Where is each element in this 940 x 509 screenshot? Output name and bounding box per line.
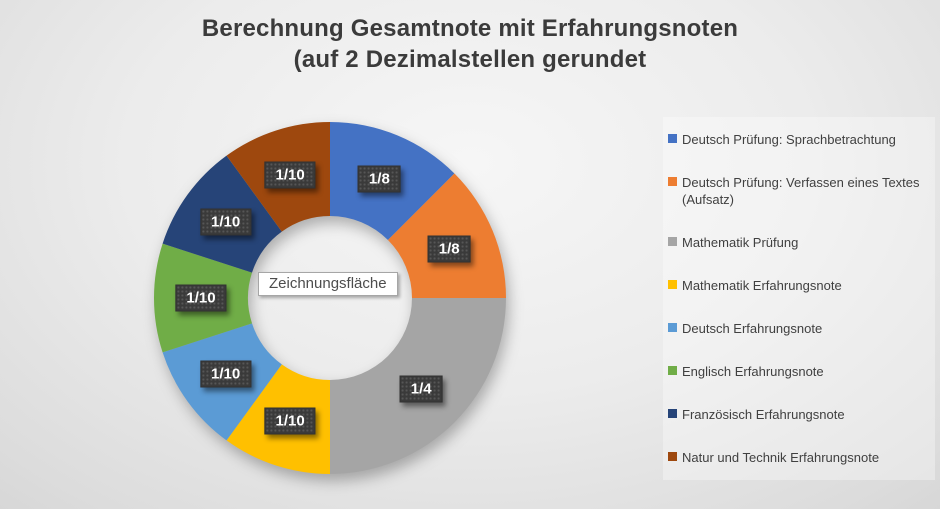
legend-item-label: Mathematik Prüfung: [682, 235, 799, 250]
legend-item-label: Deutsch Erfahrungsnote: [682, 321, 823, 336]
legend-item-label: Natur und Technik Erfahrungsnote: [682, 450, 880, 465]
data-label-8: 1/10: [264, 161, 316, 189]
legend-background: [663, 117, 935, 480]
data-label-2: 1/8: [427, 235, 471, 263]
legend-swatch-icon: [668, 237, 677, 246]
legend-item-label: Französisch Erfahrungsnote: [682, 407, 845, 422]
legend-item-6[interactable]: Englisch Erfahrungsnote: [668, 363, 934, 380]
legend-item-label: Mathematik Erfahrungsnote: [682, 278, 842, 293]
data-label-3: 1/4: [399, 375, 443, 403]
legend-item-8[interactable]: Natur und Technik Erfahrungsnote: [668, 449, 934, 466]
legend-item-7[interactable]: Französisch Erfahrungsnote: [668, 406, 934, 423]
chart-legend: Deutsch Prüfung: Sprachbetrachtung Deutsc…: [668, 118, 934, 479]
legend-item-5[interactable]: Deutsch Erfahrungsnote: [668, 320, 934, 337]
legend-swatch-icon: [668, 452, 677, 461]
legend-item-2[interactable]: Deutsch Prüfung: Verfassen eines Textes(…: [668, 174, 934, 208]
legend-swatch-icon: [668, 409, 677, 418]
data-label-1: 1/8: [357, 165, 401, 193]
legend-item-3[interactable]: Mathematik Prüfung: [668, 234, 934, 251]
data-label-7: 1/10: [200, 208, 252, 236]
data-label-4: 1/10: [264, 407, 316, 435]
legend-swatch-icon: [668, 366, 677, 375]
legend-item-4[interactable]: Mathematik Erfahrungsnote: [668, 277, 934, 294]
plot-area-tooltip: Zeichnungsfläche: [258, 272, 398, 296]
data-label-6: 1/10: [175, 284, 227, 312]
data-label-5: 1/10: [200, 360, 252, 388]
chart-title-line-2: (auf 2 Dezimalstellen gerundet: [293, 46, 647, 73]
legend-swatch-icon: [668, 177, 677, 186]
legend-swatch-icon: [668, 280, 677, 289]
legend-swatch-icon: [668, 323, 677, 332]
legend-item-label: Englisch Erfahrungsnote: [682, 364, 824, 379]
chart-title-line-1: Berechnung Gesamtnote mit Erfahrungsnote…: [201, 15, 739, 42]
legend-item-label: Deutsch Prüfung: Sprachbetrachtung: [682, 132, 896, 147]
legend-item-label: Deutsch Prüfung: Verfassen eines Textes(…: [682, 175, 920, 207]
legend-item-1[interactable]: Deutsch Prüfung: Sprachbetrachtung: [668, 131, 934, 148]
chart-title: Berechnung Gesamtnote mit Erfahrungsnote…: [0, 13, 940, 75]
legend-swatch-icon: [668, 134, 677, 143]
